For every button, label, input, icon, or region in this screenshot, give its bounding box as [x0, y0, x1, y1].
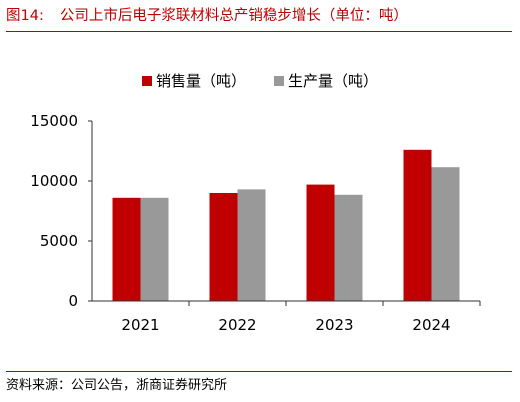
bar-production-2022: [237, 189, 266, 301]
source-divider: [6, 371, 512, 372]
x-tick-label: 2022: [218, 316, 256, 334]
title-divider: [6, 31, 512, 32]
y-tick-label: 10000: [30, 172, 78, 190]
legend-swatch-production: [274, 76, 284, 86]
bars-group: [112, 149, 460, 301]
x-axis: 2021 2022 2023 2024: [92, 300, 481, 334]
x-tick-label: 2024: [412, 316, 450, 334]
bar-sales-2023: [306, 184, 335, 301]
y-tick-label: 0: [68, 292, 78, 310]
x-tick-label: 2021: [121, 316, 159, 334]
bar-sales-2021: [112, 197, 141, 301]
figure-number: 图14:: [6, 8, 44, 24]
bar-production-2024: [431, 167, 460, 301]
bar-sales-2022: [209, 193, 238, 301]
figure-title: 公司上市后电子浆联材料总产销稳步增长（单位：吨）: [59, 8, 408, 24]
bar-production-2021: [140, 197, 169, 301]
bar-sales-2024: [403, 149, 432, 301]
source-note: 资料来源：公司公告，浙商证券研究所: [6, 378, 228, 393]
legend: 销售量（吨） 生产量（吨）: [142, 72, 378, 90]
y-tick-label: 5000: [40, 232, 78, 250]
bar-production-2023: [334, 194, 363, 301]
legend-label-production: 生产量（吨）: [288, 72, 378, 90]
legend-swatch-sales: [142, 76, 152, 86]
y-tick-label: 15000: [30, 112, 78, 130]
x-tick-label: 2023: [315, 316, 353, 334]
legend-label-sales: 销售量（吨）: [156, 72, 246, 90]
figure-title-bar: 图14: 公司上市后电子浆联材料总产销稳步增长（单位：吨）: [6, 4, 408, 28]
y-axis: 0 5000 10000 15000: [30, 112, 93, 310]
